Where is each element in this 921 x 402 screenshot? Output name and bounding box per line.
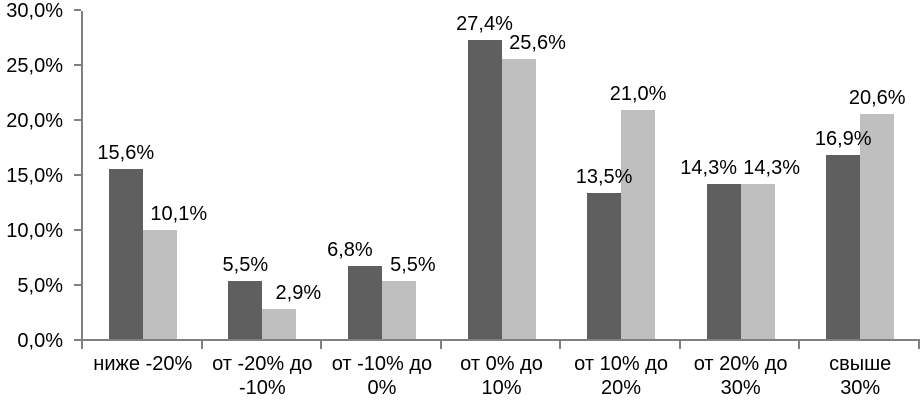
- x-category-label-line: 20%: [601, 377, 642, 399]
- y-tick-1: [74, 284, 81, 286]
- bar-value-label-series1: 5,5%: [222, 253, 269, 276]
- bar-value-label-series2: 2,9%: [275, 282, 322, 305]
- x-category-label-1: ниже -20%: [81, 352, 205, 376]
- x-category-label-3: от -10% до 0%: [320, 352, 444, 400]
- y-axis-tick-label: 30,0%: [6, 0, 63, 22]
- bar-series1-7: [826, 155, 861, 339]
- x-category-label-4: от 0% до 10%: [440, 352, 564, 400]
- y-tick-6: [74, 9, 81, 11]
- y-axis-tick-label: 15,0%: [6, 165, 63, 187]
- x-category-label-line: от 20% до: [693, 353, 788, 375]
- bar-series2-1: [142, 229, 177, 339]
- bar-value-label-series2: 20,6%: [848, 87, 906, 110]
- y-tick-4: [74, 119, 81, 121]
- bar-series1-3: [347, 266, 382, 339]
- bar-series2-4: [501, 59, 536, 339]
- bar-value-label-series1: 13,5%: [575, 165, 633, 188]
- x-category-label-line: 30%: [720, 377, 761, 399]
- x-category-label-line: от -20% до: [212, 353, 313, 375]
- bar-series1-6: [706, 183, 741, 339]
- bar-value-label-series1: 16,9%: [814, 128, 872, 151]
- y-axis-tick-label: 5,0%: [17, 275, 63, 297]
- bar-value-label-series1: 27,4%: [456, 12, 513, 35]
- y-axis-tick-label: 10,0%: [6, 220, 63, 242]
- y-axis-tick-label: 0,0%: [17, 330, 63, 352]
- x-tick-5: [678, 341, 681, 349]
- y-tick-3: [74, 174, 81, 176]
- bar-series1-4: [467, 39, 502, 339]
- y-tick-0: [74, 339, 81, 341]
- x-category-label-line: 30%: [840, 377, 881, 399]
- bar-series2-3: [381, 280, 416, 339]
- bar-series2-5: [621, 110, 656, 339]
- x-tick-0: [81, 341, 83, 349]
- x-category-label-line: 10%: [481, 377, 522, 399]
- x-tick-1: [200, 341, 203, 349]
- bar-series1-5: [587, 192, 622, 339]
- bar-series1-1: [108, 169, 143, 339]
- bar-series1-2: [228, 280, 263, 339]
- bar-value-label-series2: 10,1%: [150, 202, 208, 225]
- bar-value-label-series1: 15,6%: [97, 142, 155, 165]
- x-category-label-line: от -10% до: [331, 353, 433, 375]
- y-axis-tick-label: 20,0%: [6, 110, 63, 132]
- y-tick-5: [74, 64, 81, 66]
- y-axis-line: [81, 11, 83, 341]
- bar-series2-6: [740, 183, 775, 339]
- bar-value-label-series2: 25,6%: [509, 32, 566, 55]
- bar-value-label-series2: 14,3%: [743, 156, 800, 179]
- bar-value-label-series1: 14,3%: [680, 156, 737, 179]
- x-tick-6: [798, 341, 801, 349]
- x-tick-7: [918, 341, 920, 349]
- x-category-label-line: от 10% до: [574, 353, 668, 375]
- bar-value-label-series1: 6,8%: [327, 239, 373, 262]
- x-category-label-2: от -20% до -10%: [200, 352, 324, 400]
- x-category-label-line: 0%: [367, 377, 397, 399]
- x-category-label-line: свыше: [829, 353, 892, 375]
- x-category-label-6: от 20% до 30%: [679, 352, 803, 400]
- x-category-label-7: свыше 30%: [798, 352, 921, 400]
- bar-value-label-series2: 5,5%: [390, 253, 436, 276]
- x-tick-4: [559, 341, 562, 349]
- bar-series2-7: [860, 114, 895, 339]
- x-axis-line: [81, 339, 920, 341]
- x-tick-3: [439, 341, 442, 349]
- x-category-label-line: от 0% до: [460, 353, 543, 375]
- x-category-label-line: ниже -20%: [93, 353, 193, 375]
- bar-value-label-series2: 21,0%: [609, 83, 667, 105]
- bar-series2-2: [262, 309, 297, 339]
- y-axis-tick-label: 25,0%: [6, 55, 63, 77]
- y-tick-2: [74, 229, 81, 231]
- x-category-label-5: от 10% до 20%: [559, 352, 683, 400]
- x-tick-2: [320, 341, 323, 349]
- x-category-label-line: -10%: [238, 377, 286, 399]
